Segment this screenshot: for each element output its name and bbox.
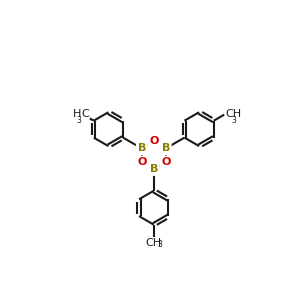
Text: CH: CH <box>146 238 162 248</box>
Text: 3: 3 <box>231 116 236 125</box>
Text: 3: 3 <box>77 116 82 125</box>
Text: H: H <box>73 109 82 119</box>
Text: 3: 3 <box>158 240 163 249</box>
Text: B: B <box>150 164 158 174</box>
Text: C: C <box>82 109 89 119</box>
Text: B: B <box>162 143 170 153</box>
Text: CH: CH <box>225 109 241 119</box>
Text: B: B <box>138 143 146 153</box>
Text: O: O <box>137 157 146 167</box>
Text: O: O <box>161 157 170 167</box>
Text: O: O <box>149 136 158 146</box>
